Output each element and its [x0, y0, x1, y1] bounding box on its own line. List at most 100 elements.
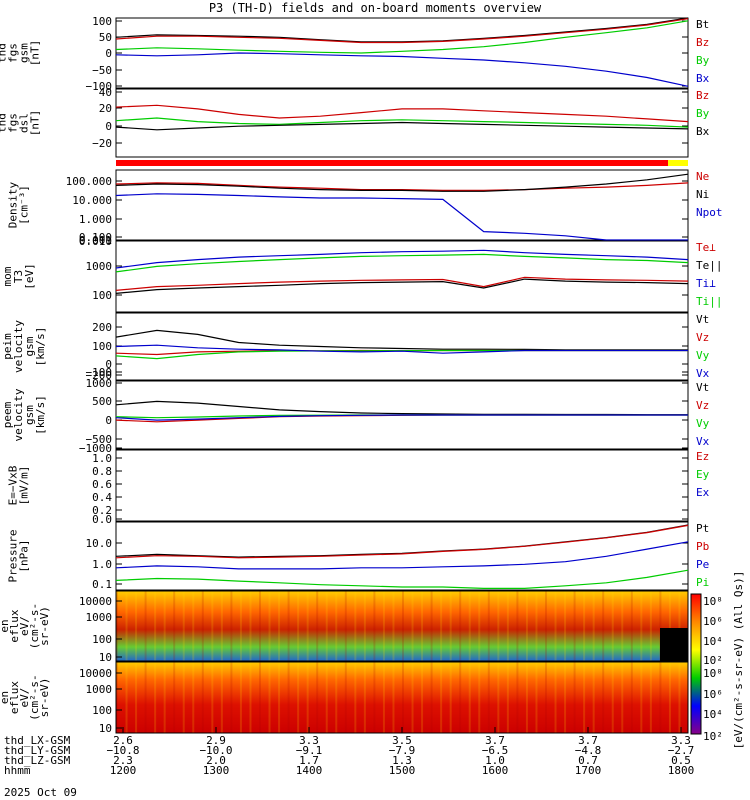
- xaxis-value: 1500: [389, 764, 416, 777]
- ylabel-line: [nPa]: [18, 539, 31, 572]
- series-fgs-dsl-Bx: [116, 123, 688, 130]
- spectrogram-streak: [288, 662, 290, 733]
- legend-ion-velocity-Vy: Vy: [696, 349, 710, 362]
- series-electron-velocity-Vt: [116, 401, 688, 414]
- ytick-label-temperature: 100: [92, 289, 112, 302]
- ytick-label-ion-velocity: 200: [92, 321, 112, 334]
- spectrogram-streak: [602, 591, 604, 661]
- xaxis-date: 2025 Oct 09: [4, 786, 77, 799]
- spectrogram-streak: [555, 662, 557, 733]
- xaxis-value: 1700: [575, 764, 602, 777]
- status-bar-yellow: [668, 160, 688, 166]
- legend-ion-velocity-Vx: Vx: [696, 367, 710, 380]
- spectrogram-streak: [202, 591, 204, 661]
- spectrogram-streak: [383, 591, 385, 661]
- spectrogram-streak: [612, 662, 614, 733]
- ylabel-pressure: Pressure[nPa]: [7, 530, 31, 583]
- spectrogram-streak: [431, 662, 433, 733]
- spectrogram-streak: [497, 662, 499, 733]
- spectrogram-streak: [402, 591, 404, 661]
- series-temperature-Te||: [116, 279, 688, 293]
- legend-density-Npot: Npot: [696, 206, 723, 219]
- legend-electron-velocity-Vx: Vx: [696, 435, 710, 448]
- ytick-label-efield: 0.8: [92, 465, 112, 478]
- ytick-label-efield: 0.0: [92, 513, 112, 526]
- spectrogram-streak: [230, 662, 232, 733]
- ytick-label-fgs-dsl: −20: [92, 137, 112, 150]
- spectrogram-streak: [516, 662, 518, 733]
- xaxis-value: 1400: [296, 764, 323, 777]
- ylabel-line: [mV/m]: [18, 466, 31, 506]
- spectrogram-streak: [402, 662, 404, 733]
- spectrogram-streak: [507, 591, 509, 661]
- spectrogram-streak: [297, 662, 299, 733]
- spectrogram-streak: [164, 662, 166, 733]
- spectrogram-streak: [669, 662, 671, 733]
- ytick-label-fgs-gsm: 0: [105, 47, 112, 60]
- spectrogram-streak: [364, 591, 366, 661]
- ytick-label-electron-spectrogram: 10: [99, 722, 112, 735]
- spectrogram-streak: [354, 662, 356, 733]
- spectrogram-streak: [316, 662, 318, 733]
- spectrogram-streak: [602, 662, 604, 733]
- spectrogram-streak: [307, 591, 309, 661]
- xaxis-value: 1600: [482, 764, 509, 777]
- spectrogram-streak: [173, 591, 175, 661]
- colorbar-tick: 10⁶: [703, 688, 723, 701]
- xaxis-value: 1200: [110, 764, 137, 777]
- legend-ion-velocity-Vz: Vz: [696, 331, 709, 344]
- legend-pressure-Pt: Pt: [696, 522, 709, 535]
- legend-electron-velocity-Vy: Vy: [696, 417, 710, 430]
- spectrogram-streak: [431, 591, 433, 661]
- ylabel-electron-spectrogram: thdpeerenefluxeV/(cm²-s-sr-eV): [0, 674, 51, 720]
- spectrogram-streak: [364, 662, 366, 733]
- spectrogram-streak: [545, 662, 547, 733]
- panel-frame-ion-velocity: [116, 313, 688, 380]
- legend-efield-Ey: Ey: [696, 468, 710, 481]
- spectrogram-streak: [450, 662, 452, 733]
- spectrogram-streak: [574, 591, 576, 661]
- legend-electron-velocity-Vt: Vt: [696, 381, 709, 394]
- spectrogram-streak: [640, 591, 642, 661]
- ylabel-electron-velocity: thdpeemvelocitygsm[km/s]: [0, 388, 47, 441]
- ylabel-line: [cm⁻³]: [18, 185, 31, 225]
- spectrogram-streak: [126, 591, 128, 661]
- ytick-label-ion-spectrogram: 1000: [86, 611, 113, 624]
- series-density-Npot: [116, 194, 688, 240]
- legend-temperature-Ti⊥: Ti⊥: [696, 277, 716, 290]
- spectrogram-streak: [354, 591, 356, 661]
- spectrogram-streak: [440, 662, 442, 733]
- ytick-label-ion-velocity: 100: [92, 340, 112, 353]
- spectrogram-streak: [211, 591, 213, 661]
- series-fgs-gsm-Bz: [116, 19, 688, 43]
- spectrogram-streak: [145, 591, 147, 661]
- spectrogram-streak: [335, 662, 337, 733]
- spectrogram-streak: [192, 662, 194, 733]
- series-pressure-Pi: [116, 570, 688, 588]
- spectrogram-streak: [555, 591, 557, 661]
- spectrogram-streak: [488, 662, 490, 733]
- colorbar: [691, 594, 701, 734]
- spectrogram-streak: [583, 591, 585, 661]
- spectrogram-streak: [135, 662, 137, 733]
- ylabel-density: Density[cm⁻³]: [7, 181, 31, 228]
- colorbar-tick: 10²: [703, 730, 723, 743]
- ytick-label-pressure: 1.0: [92, 558, 112, 571]
- spectrogram-streak: [307, 662, 309, 733]
- spectrogram-streak: [259, 591, 261, 661]
- spectrogram-streak: [526, 662, 528, 733]
- ytick-label-fgs-gsm: 50: [99, 31, 112, 44]
- spectrogram-streak: [288, 591, 290, 661]
- spectrogram-streak: [269, 591, 271, 661]
- legend-fgs-dsl-Bz: Bz: [696, 89, 709, 102]
- spectrogram-streak: [249, 662, 251, 733]
- ytick-label-fgs-gsm: −50: [92, 64, 112, 77]
- legend-temperature-Ti||: Ti||: [696, 295, 723, 308]
- legend-density-Ni: Ni: [696, 188, 709, 201]
- spectrogram-streak: [621, 591, 623, 661]
- ytick-label-pressure: 0.1: [92, 578, 112, 591]
- ytick-label-electron-spectrogram: 1000: [86, 683, 113, 696]
- spectrogram-streak: [164, 591, 166, 661]
- spectrogram-streak: [278, 662, 280, 733]
- legend-temperature-Te||: Te||: [696, 259, 723, 272]
